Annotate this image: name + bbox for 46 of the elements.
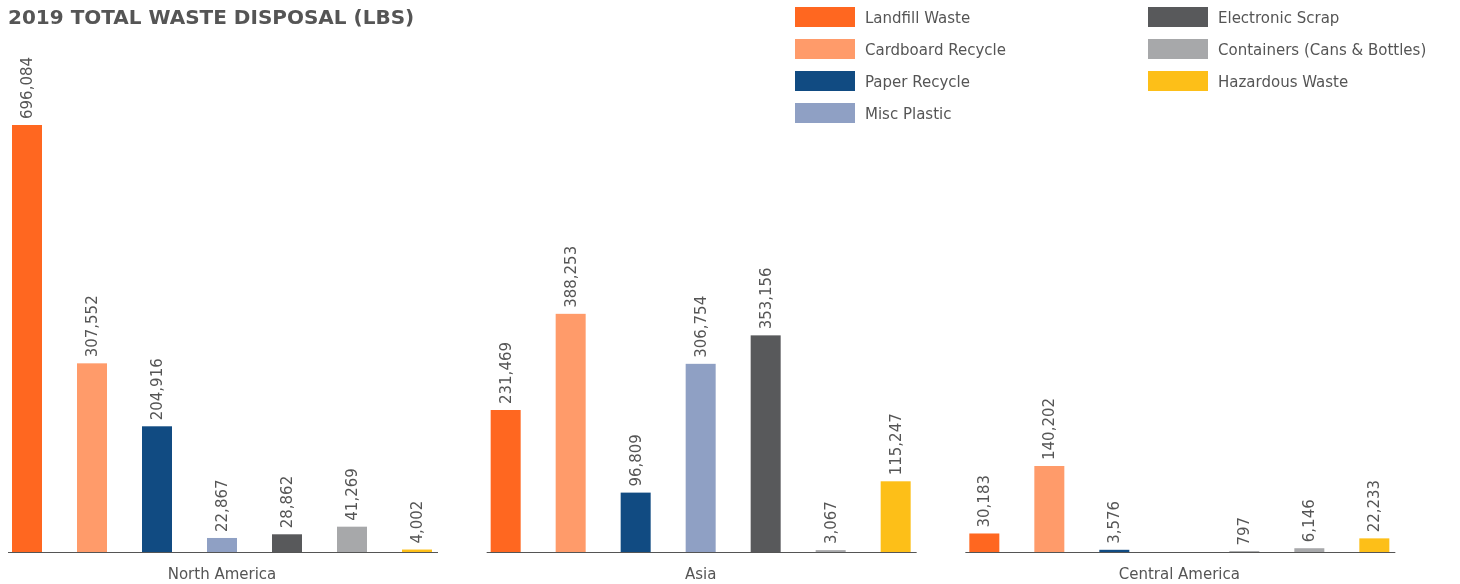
bar — [880, 481, 911, 552]
bar — [207, 537, 237, 552]
bar — [620, 492, 651, 552]
legend-label: Cardboard Recycle — [865, 41, 1006, 59]
data-label: 3,576 — [1105, 500, 1124, 544]
bar — [969, 533, 1000, 552]
data-label: 204,916 — [148, 358, 166, 421]
bar — [1294, 548, 1325, 552]
x-tick-label: Asia — [684, 565, 717, 583]
data-label: 6,146 — [1300, 499, 1319, 543]
data-label: 306,754 — [691, 295, 710, 358]
bar — [1099, 549, 1130, 552]
data-label: 140,202 — [1040, 397, 1059, 460]
bar — [1359, 538, 1390, 552]
data-label: 307,552 — [83, 295, 101, 358]
data-label: 41,269 — [343, 468, 361, 521]
bar — [1034, 466, 1065, 552]
data-label: 30,183 — [975, 474, 994, 528]
data-label: 353,156 — [756, 267, 775, 330]
bar — [77, 363, 107, 552]
data-label: 22,867 — [213, 479, 231, 532]
bar — [685, 363, 716, 552]
x-tick-label: North America — [167, 565, 277, 583]
legend-label: Electronic Scrap — [1218, 9, 1340, 27]
data-label: 115,247 — [886, 413, 905, 476]
bar — [12, 125, 42, 552]
legend-label: Misc Plastic — [865, 105, 952, 123]
legend-label: Hazardous Waste — [1218, 73, 1349, 91]
legend-label: Paper Recycle — [865, 73, 970, 91]
chart-title: 2019 TOTAL WASTE DISPOSAL (LBS) — [8, 5, 415, 29]
data-label: 4,002 — [408, 500, 426, 544]
bar — [490, 410, 521, 552]
data-label: 231,469 — [496, 341, 515, 405]
legend-label: Landfill Waste — [865, 9, 971, 27]
bar — [337, 526, 367, 552]
bar — [555, 313, 586, 552]
data-label: 3,067 — [821, 501, 840, 545]
data-label: 96,809 — [626, 434, 645, 487]
data-label: 797 — [1235, 516, 1254, 546]
data-label: 696,084 — [18, 56, 36, 119]
data-label: 28,862 — [278, 475, 296, 529]
x-tick-label: Central America — [1118, 565, 1240, 583]
data-label: 22,233 — [1365, 479, 1384, 533]
data-label: 388,253 — [561, 245, 580, 308]
bar — [142, 426, 172, 552]
legend-label: Containers (Cans & Bottles) — [1218, 41, 1427, 59]
